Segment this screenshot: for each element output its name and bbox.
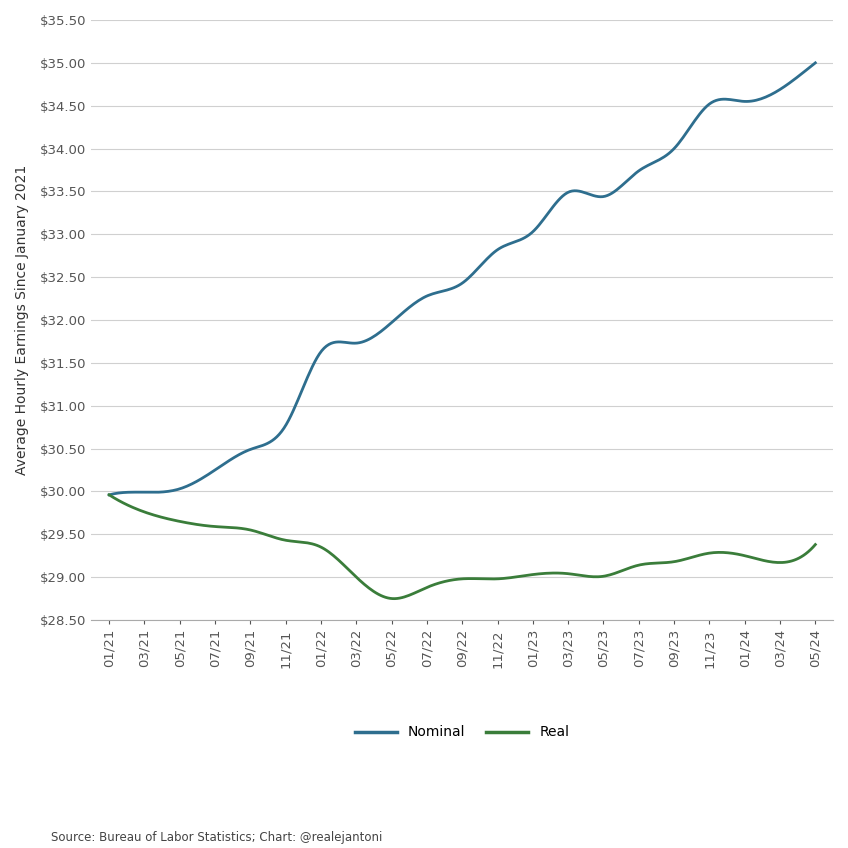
Text: Source: Bureau of Labor Statistics; Chart: @realejantoni: Source: Bureau of Labor Statistics; Char… [51,831,382,844]
Legend: Nominal, Real: Nominal, Real [349,720,575,745]
Y-axis label: Average Hourly Earnings Since January 2021: Average Hourly Earnings Since January 20… [15,165,29,475]
